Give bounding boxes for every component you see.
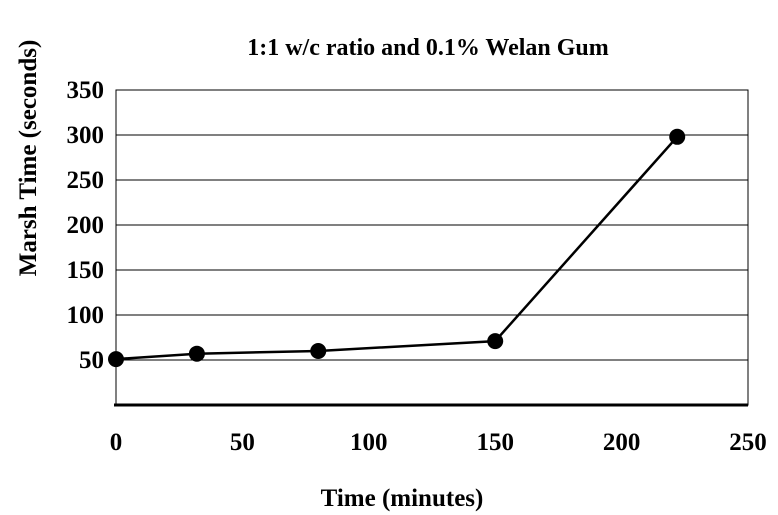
x-tick-label: 250 [729, 429, 767, 456]
y-axis-label: Marsh Time (seconds) [15, 40, 42, 277]
chart-title: 1:1 w/c ratio and 0.1% Welan Gum [247, 35, 609, 61]
y-tick-label: 250 [67, 167, 105, 194]
y-tick-labels: 50 100 150 200 250 300 350 [67, 77, 105, 374]
series-group [108, 128, 686, 368]
x-tick-label: 0 [110, 429, 123, 456]
x-tick-label: 100 [350, 429, 388, 456]
y-tick-label: 150 [67, 257, 105, 284]
y-tick-label: 300 [67, 122, 105, 149]
plot-area [114, 89, 749, 407]
y-tick-label: 350 [67, 77, 105, 104]
data-point [108, 351, 124, 368]
y-tick-label: 200 [67, 212, 105, 239]
x-tick-label: 200 [603, 429, 641, 456]
data-point [487, 333, 504, 350]
data-point [310, 343, 327, 359]
data-point [669, 128, 686, 145]
x-tick-label: 150 [476, 429, 514, 456]
y-tick-label: 100 [67, 302, 105, 329]
x-tick-label: 50 [230, 429, 255, 456]
x-axis-label: Time (minutes) [321, 485, 484, 512]
y-tick-label: 50 [79, 347, 104, 374]
x-tick-labels: 0 50 100 150 200 250 [110, 429, 767, 456]
plot-frame [115, 89, 749, 406]
data-point [188, 345, 205, 362]
